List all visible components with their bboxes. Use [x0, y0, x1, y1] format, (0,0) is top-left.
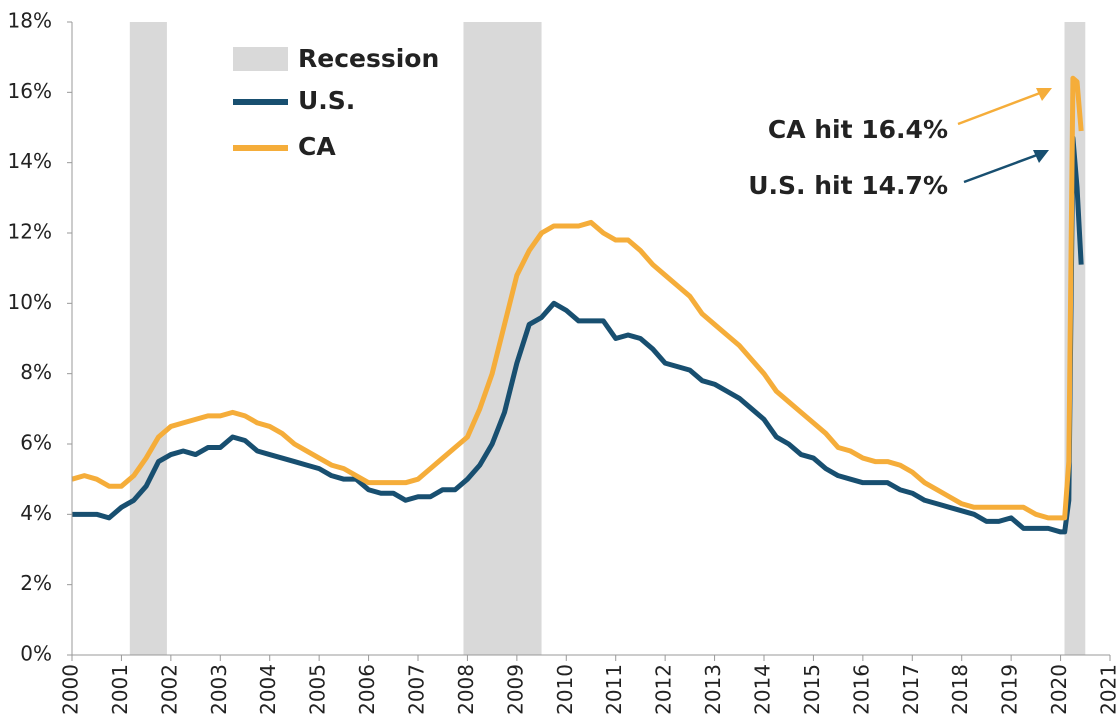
x-tick-label: 2009 [503, 664, 527, 715]
annotation-arrow [957, 91, 1041, 126]
x-tick-label: 2018 [948, 664, 972, 715]
y-tick-label: 4% [20, 501, 52, 525]
x-tick-label: 2015 [800, 664, 824, 715]
x-tick-label: 2012 [652, 664, 676, 715]
x-tick-label: 2014 [751, 664, 775, 715]
x-tick-label: 2004 [256, 664, 280, 715]
x-tick-label: 2010 [553, 664, 577, 715]
series-line [72, 135, 1084, 535]
annotation-arrowhead [1033, 150, 1049, 163]
x-tick-label: 2008 [454, 664, 478, 715]
y-tick-label: 12% [8, 220, 52, 244]
x-tick-label: 2002 [157, 664, 181, 715]
legend-swatch [233, 47, 288, 71]
y-tick-label: 10% [8, 290, 52, 314]
legend: Recession U.S. CA [233, 44, 439, 161]
annotation: CA hit 16.4% [768, 115, 948, 144]
x-tick-label: 2020 [1047, 664, 1071, 715]
y-tick-label: 2% [20, 571, 52, 595]
x-tick-label: 2001 [108, 664, 132, 715]
x-tick-label: 2016 [849, 664, 873, 715]
x-tick-label: 2017 [899, 664, 923, 715]
y-tick-label: 14% [8, 149, 52, 173]
series-line [71, 75, 1084, 521]
legend-label: CA [298, 132, 336, 161]
legend-label: Recession [298, 44, 439, 73]
x-tick-label: 2011 [602, 664, 626, 715]
x-tick-label: 2005 [306, 664, 330, 715]
x-tick-label: 2013 [701, 664, 725, 715]
x-tick-label: 2019 [998, 664, 1022, 715]
annotation-arrowhead [1036, 88, 1052, 101]
lines [71, 75, 1084, 535]
recession-band [129, 22, 167, 655]
x-tick-label: 2003 [207, 664, 231, 715]
x-tick-label: 2007 [405, 664, 429, 715]
y-tick-label: 8% [20, 360, 52, 384]
legend-label: U.S. [298, 86, 355, 115]
annotations: CA hit 16.4% U.S. hit 14.7% [748, 88, 1052, 200]
annotation: U.S. hit 14.7% [748, 171, 948, 200]
x-tick-label: 2021 [1097, 664, 1119, 715]
annotation-arrow [963, 153, 1038, 184]
y-tick-label: 16% [8, 79, 52, 103]
y-tick-label: 0% [20, 642, 52, 666]
x-tick-label: 2000 [59, 664, 83, 715]
y-tick-label: 6% [20, 431, 52, 455]
y-tick-label: 18% [8, 9, 52, 33]
axes: 0% 2% 4% 6% 8% 10% 12% 14% 16% 18% 2000 2001 2002 200… [8, 9, 1119, 715]
x-tick-label: 2006 [355, 664, 379, 715]
